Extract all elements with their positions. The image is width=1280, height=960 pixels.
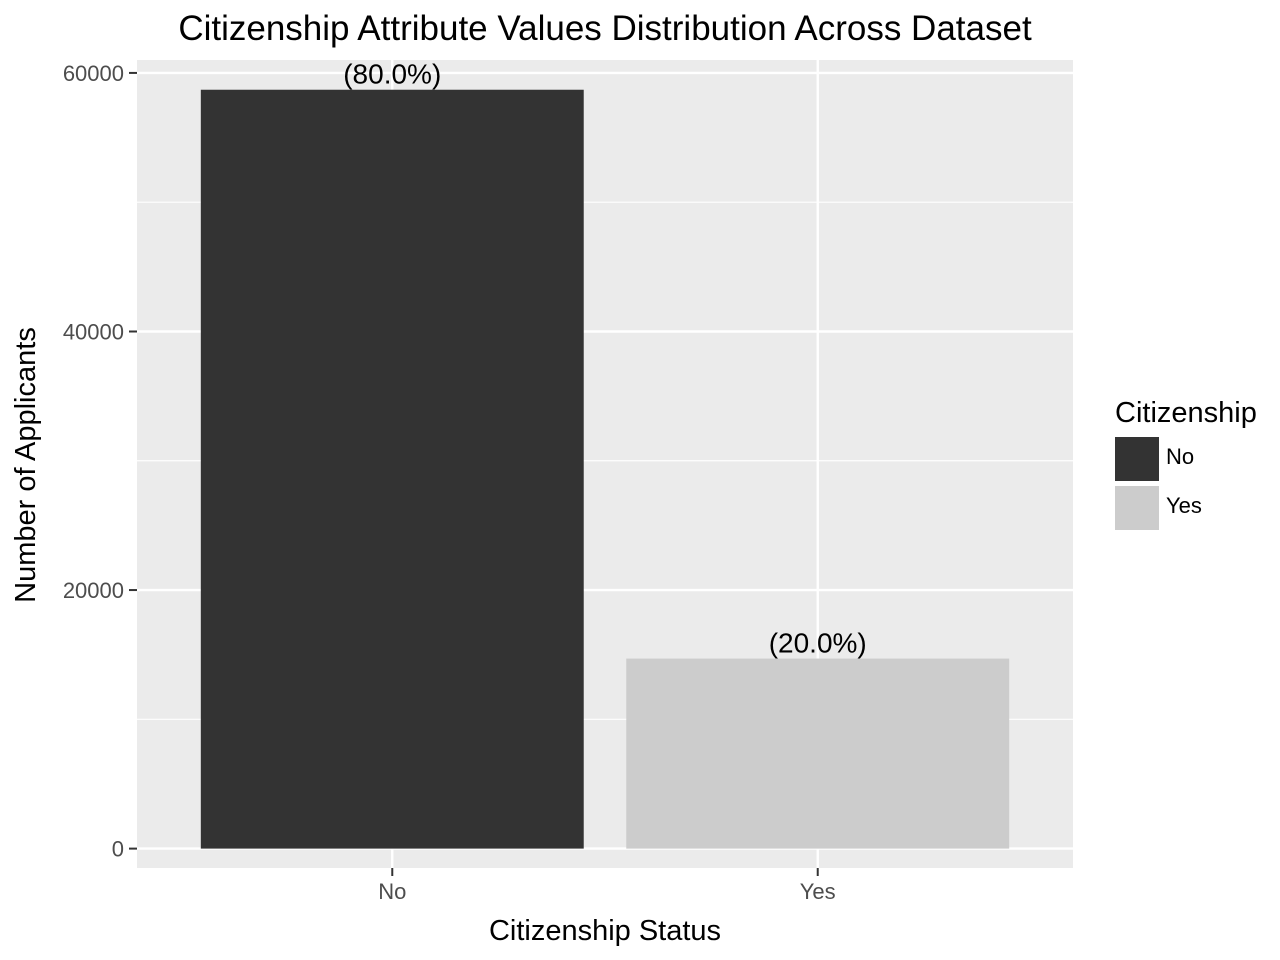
bar-no <box>200 89 584 849</box>
y-tick-label: 40000 <box>63 319 124 344</box>
legend-label-no: No <box>1166 444 1194 469</box>
x-tick-label: No <box>378 879 406 904</box>
legend-label-yes: Yes <box>1166 493 1202 518</box>
legend-key-yes <box>1115 486 1159 530</box>
y-axis: 0 20000 40000 60000 <box>63 61 137 862</box>
legend-items: No Yes <box>1115 437 1202 530</box>
bars <box>200 89 1010 849</box>
legend: Citizenship No Yes <box>1115 397 1257 530</box>
x-axis: No Yes <box>378 868 836 904</box>
y-tick-label: 0 <box>112 837 124 862</box>
data-labels: (80.0%) (20.0%) <box>343 59 867 659</box>
x-axis-title: Citizenship Status <box>489 915 721 947</box>
data-label-no: (80.0%) <box>343 59 441 90</box>
legend-key-no <box>1115 437 1159 481</box>
legend-title: Citizenship <box>1115 397 1257 429</box>
y-axis-title: Number of Applicants <box>10 327 42 603</box>
x-tick-label: Yes <box>800 879 836 904</box>
bar-yes <box>626 658 1010 849</box>
y-tick-label: 60000 <box>63 61 124 86</box>
chart-title: Citizenship Attribute Values Distributio… <box>178 9 1032 48</box>
y-tick-label: 20000 <box>63 578 124 603</box>
data-label-yes: (20.0%) <box>769 628 867 659</box>
